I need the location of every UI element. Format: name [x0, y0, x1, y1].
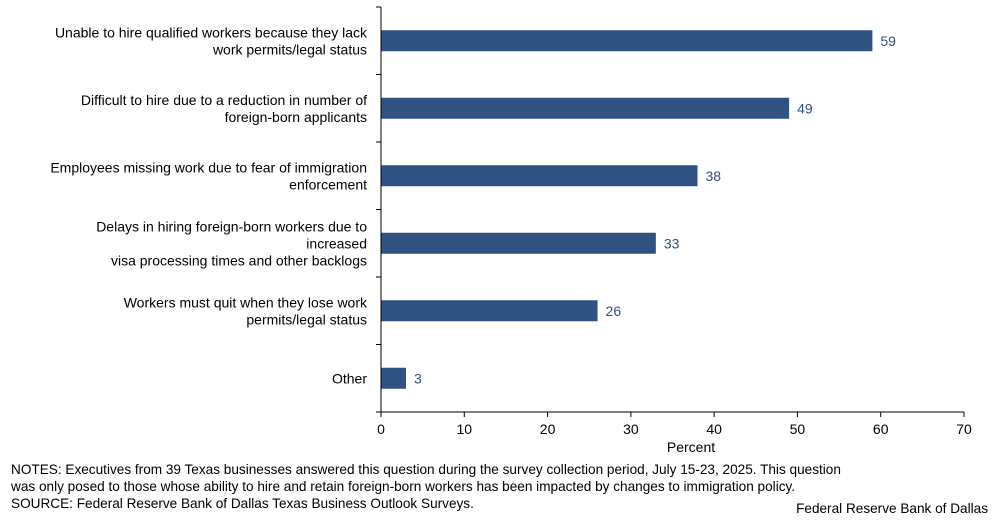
category-label: Workers must quit when they lose work per… [124, 294, 368, 327]
category-label-line: work permits/legal status [212, 41, 367, 57]
category-label-line: permits/legal status [246, 311, 367, 327]
category-label-line: Delays in hiring foreign-born workers du… [96, 218, 367, 234]
x-tick-label: 70 [956, 421, 972, 437]
category-label: Employees missing work due to fear of im… [50, 159, 367, 192]
category-label-line: Workers must quit when they lose work [124, 294, 368, 310]
bar [381, 97, 790, 119]
category-label: Other [332, 370, 367, 386]
notes-line-2: was only posed to those whose ability to… [11, 479, 796, 494]
x-tick-label: 60 [873, 421, 889, 437]
data-label: 26 [606, 303, 622, 319]
category-label-line: visa processing times and other backlogs [111, 252, 367, 268]
category-label: Delays in hiring foreign-born workers du… [96, 218, 367, 268]
bar [381, 165, 698, 187]
data-label: 33 [664, 235, 680, 251]
x-tick-label: 50 [790, 421, 806, 437]
category-label-line: increased [306, 235, 367, 251]
data-label: 3 [414, 370, 422, 386]
x-tick-label: 10 [456, 421, 472, 437]
bar [381, 232, 656, 254]
x-tick-label: 0 [377, 421, 385, 437]
category-label-line: enforcement [289, 176, 367, 192]
bar-chart: 59 49 38 33 26 3 Unable to hire qualified wor… [50, 6, 972, 455]
data-label: 59 [880, 33, 896, 49]
bars-layer: 59 49 38 33 26 3 [381, 30, 896, 389]
category-label-line: foreign-born applicants [225, 109, 367, 125]
source-line: SOURCE: Federal Reserve Bank of Dallas T… [11, 496, 474, 511]
bar [381, 30, 873, 52]
bar [381, 300, 598, 322]
category-label: Difficult to hire due to a reduction in … [81, 92, 367, 125]
axes-layer: 0 10 20 30 40 50 60 70 [376, 6, 972, 437]
category-labels-layer: Unable to hire qualified workers because… [50, 24, 368, 386]
bar [381, 367, 406, 389]
category-label-line: Difficult to hire due to a reduction in … [81, 92, 367, 108]
category-label-line: Unable to hire qualified workers because… [55, 24, 368, 40]
chart-notes: NOTES: Executives from 39 Texas business… [11, 461, 991, 512]
x-tick-label: 40 [706, 421, 722, 437]
data-label: 38 [705, 168, 721, 184]
x-axis-title: Percent [667, 439, 715, 455]
x-tick-label: 30 [623, 421, 639, 437]
notes-line-1: NOTES: Executives from 39 Texas business… [11, 462, 841, 477]
data-label: 49 [797, 100, 813, 116]
credit-line: Federal Reserve Bank of Dallas [796, 501, 988, 516]
category-label: Unable to hire qualified workers because… [55, 24, 368, 57]
category-label-line: Other [332, 370, 367, 386]
x-tick-label: 20 [540, 421, 556, 437]
category-label-line: Employees missing work due to fear of im… [50, 159, 367, 175]
